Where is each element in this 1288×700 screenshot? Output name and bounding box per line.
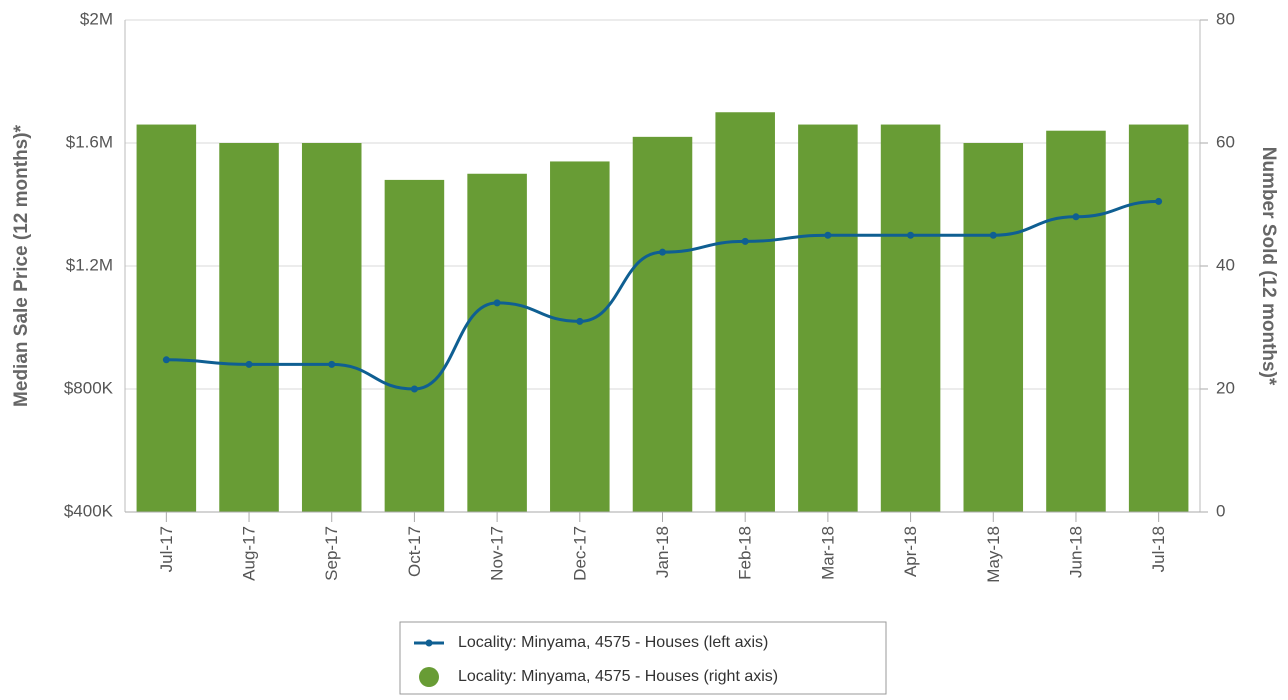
y2-tick-label: 60 <box>1216 132 1235 151</box>
bar <box>632 136 693 512</box>
x-tick-label: Jan-18 <box>653 526 672 578</box>
y2-tick-label: 20 <box>1216 378 1235 397</box>
line-point <box>328 360 336 368</box>
bar <box>880 124 941 513</box>
line-point <box>245 360 253 368</box>
x-tick-label: Mar-18 <box>818 526 837 580</box>
bar <box>798 124 858 513</box>
y-tick-label: $800K <box>64 378 114 397</box>
legend-marker <box>425 639 433 647</box>
y-tick-label: $2M <box>80 9 113 28</box>
x-tick-label: Jun-18 <box>1066 526 1085 578</box>
line-point <box>824 231 832 239</box>
bar <box>550 161 610 512</box>
y-tick-label: $1.2M <box>66 255 113 274</box>
bar <box>301 143 362 512</box>
bar <box>467 173 527 512</box>
y-tick-label: $1.6M <box>66 132 113 151</box>
line-point <box>741 237 749 245</box>
line-point <box>907 231 915 239</box>
bar <box>384 179 445 512</box>
bar <box>1128 124 1189 513</box>
line-point <box>1155 197 1163 205</box>
bar <box>219 143 279 512</box>
y-axis-title: Median Sale Price (12 months)* <box>11 124 32 407</box>
x-tick-label: Apr-18 <box>901 526 920 577</box>
legend-label: Locality: Minyama, 4575 - Houses (left a… <box>458 634 768 651</box>
y2-tick-label: 40 <box>1216 255 1235 274</box>
line-point <box>162 356 170 364</box>
y2-tick-label: 80 <box>1216 9 1235 28</box>
bar <box>1046 130 1106 512</box>
legend-marker <box>419 667 439 687</box>
x-tick-label: Nov-17 <box>488 526 507 581</box>
bar <box>963 143 1024 512</box>
legend-label: Locality: Minyama, 4575 - Houses (right … <box>458 668 778 685</box>
line-point <box>989 231 997 239</box>
x-tick-label: Jul-18 <box>1149 526 1168 572</box>
y2-tick-label: 0 <box>1216 501 1225 520</box>
y2-axis-title: Number Sold (12 months)* <box>1258 147 1279 386</box>
line-point <box>410 385 418 393</box>
x-tick-label: Feb-18 <box>736 526 755 580</box>
line-point <box>576 317 584 325</box>
x-tick-label: Oct-17 <box>405 526 424 577</box>
line-point <box>493 299 501 307</box>
x-tick-label: Sep-17 <box>322 526 341 581</box>
y-tick-label: $400K <box>64 501 114 520</box>
x-tick-label: Dec-17 <box>570 526 589 581</box>
line-point <box>1072 213 1080 221</box>
x-tick-label: May-18 <box>984 526 1003 583</box>
legend-box <box>399 621 887 695</box>
bar <box>715 112 775 512</box>
x-tick-label: Jul-17 <box>157 526 176 572</box>
bar <box>136 124 197 513</box>
line-point <box>659 248 666 256</box>
x-tick-label: Aug-17 <box>240 526 259 581</box>
